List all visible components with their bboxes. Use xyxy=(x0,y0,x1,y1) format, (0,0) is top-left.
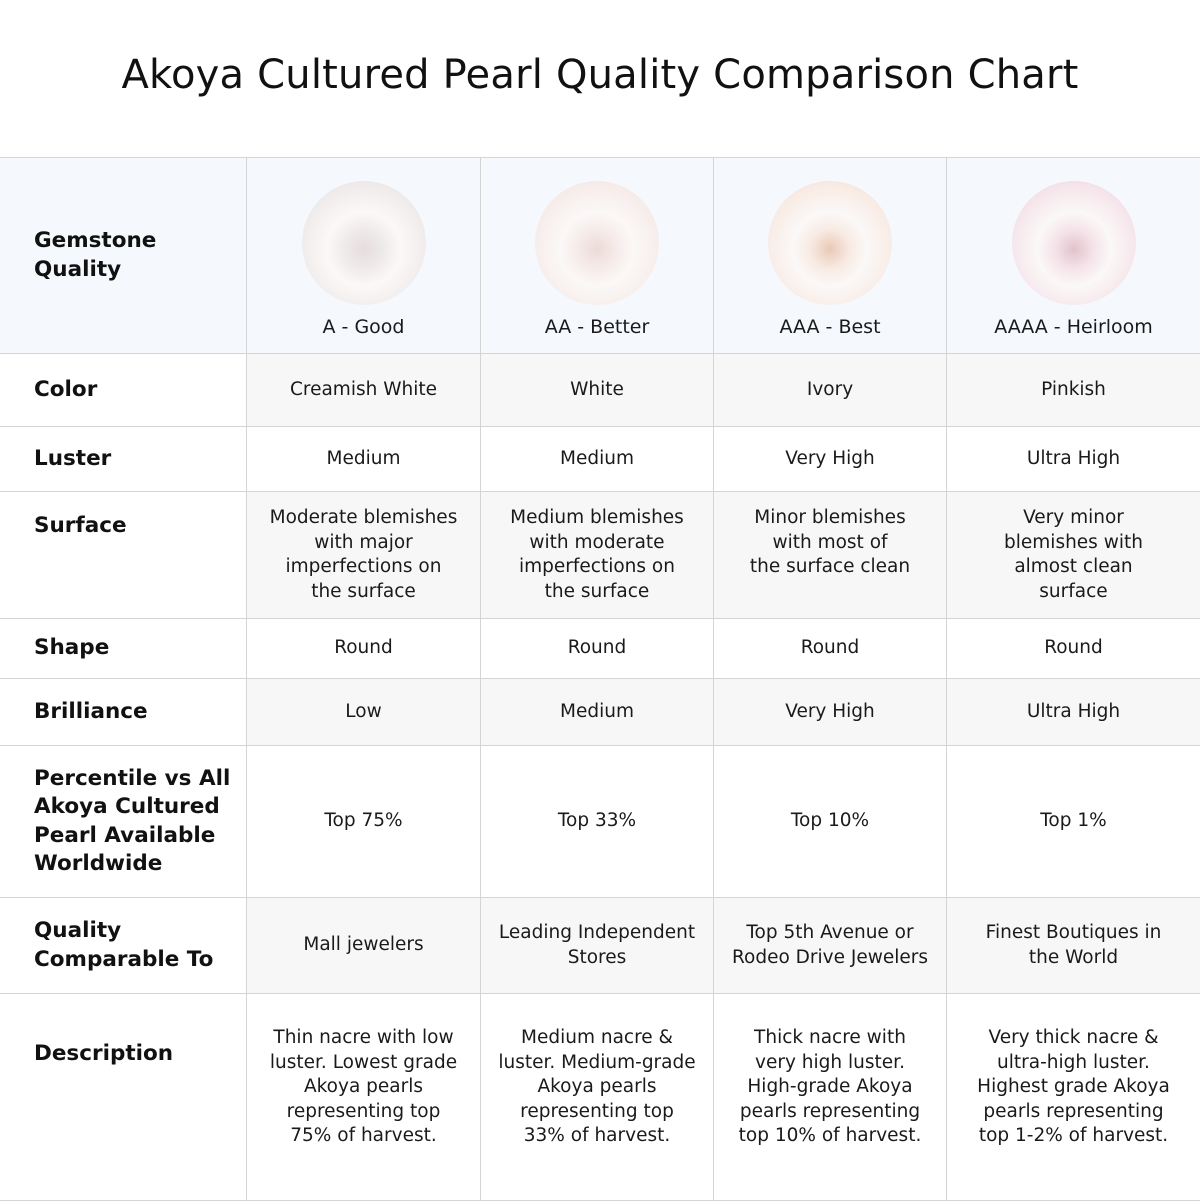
table-cell: Thin nacre with low luster. Lowest grade… xyxy=(247,994,481,1201)
table-cell: Very High xyxy=(714,679,947,746)
row-label: Surface xyxy=(0,492,247,619)
table-cell: Medium xyxy=(481,427,714,492)
row-label: Luster xyxy=(0,427,247,492)
row-label: Color xyxy=(0,354,247,427)
table-cell: Medium xyxy=(481,679,714,746)
table-cell: Round xyxy=(714,619,947,679)
table-cell: Round xyxy=(481,619,714,679)
grade-name: AAAA - Heirloom xyxy=(994,316,1153,338)
table-cell: Top 1% xyxy=(947,746,1200,898)
table-cell: Minor blemishes with most of the surface… xyxy=(714,492,947,619)
page-title: Akoya Cultured Pearl Quality Comparison … xyxy=(121,52,1079,98)
table-cell: Medium xyxy=(247,427,481,492)
row-label: Description xyxy=(0,994,247,1201)
table-cell: Pinkish xyxy=(947,354,1200,427)
table-cell: Very minor blemishes with almost clean s… xyxy=(947,492,1200,619)
table-cell: Round xyxy=(947,619,1200,679)
row-label: Brilliance xyxy=(0,679,247,746)
grade-column-a: A - Good xyxy=(247,158,481,354)
table-cell: Top 33% xyxy=(481,746,714,898)
pearl-image xyxy=(301,181,426,305)
table-cell: Ivory xyxy=(714,354,947,427)
pearl-image xyxy=(1011,181,1136,305)
row-label: Shape xyxy=(0,619,247,679)
row-label: Percentile vs All Akoya Cultured Pearl A… xyxy=(0,746,247,898)
comparison-table: Gemstone Quality A - Good AA - Better AA… xyxy=(0,157,1200,1201)
row-label: Quality Comparable To xyxy=(0,898,247,994)
table-cell: Medium blemishes with moderate imperfect… xyxy=(481,492,714,619)
table-cell: Top 5th Avenue or Rodeo Drive Jewelers xyxy=(714,898,947,994)
table-cell: Medium nacre & luster. Medium-grade Akoy… xyxy=(481,994,714,1201)
table-cell: Leading Independent Stores xyxy=(481,898,714,994)
grade-name: AA - Better xyxy=(544,316,650,338)
header-label: Gemstone Quality xyxy=(0,158,247,354)
grade-column-aaaa: AAAA - Heirloom xyxy=(947,158,1200,354)
pearl-image xyxy=(535,181,659,305)
table-cell: Very thick nacre & ultra-high luster. Hi… xyxy=(947,994,1200,1201)
table-cell: White xyxy=(481,354,714,427)
table-cell: Ultra High xyxy=(947,427,1200,492)
grade-column-aa: AA - Better xyxy=(481,158,714,354)
table-cell: Top 75% xyxy=(247,746,481,898)
table-cell: Very High xyxy=(714,427,947,492)
grade-name: AAA - Best xyxy=(779,316,881,338)
table-cell: Moderate blemishes with major imperfecti… xyxy=(247,492,481,619)
table-cell: Mall jewelers xyxy=(247,898,481,994)
table-cell: Thick nacre with very high luster. High-… xyxy=(714,994,947,1201)
table-cell: Top 10% xyxy=(714,746,947,898)
grade-column-aaa: AAA - Best xyxy=(714,158,947,354)
table-cell: Ultra High xyxy=(947,679,1200,746)
table-cell: Creamish White xyxy=(247,354,481,427)
table-cell: Round xyxy=(247,619,481,679)
table-cell: Finest Boutiques in the World xyxy=(947,898,1200,994)
grade-name: A - Good xyxy=(322,316,405,338)
pearl-image xyxy=(768,181,892,305)
table-cell: Low xyxy=(247,679,481,746)
